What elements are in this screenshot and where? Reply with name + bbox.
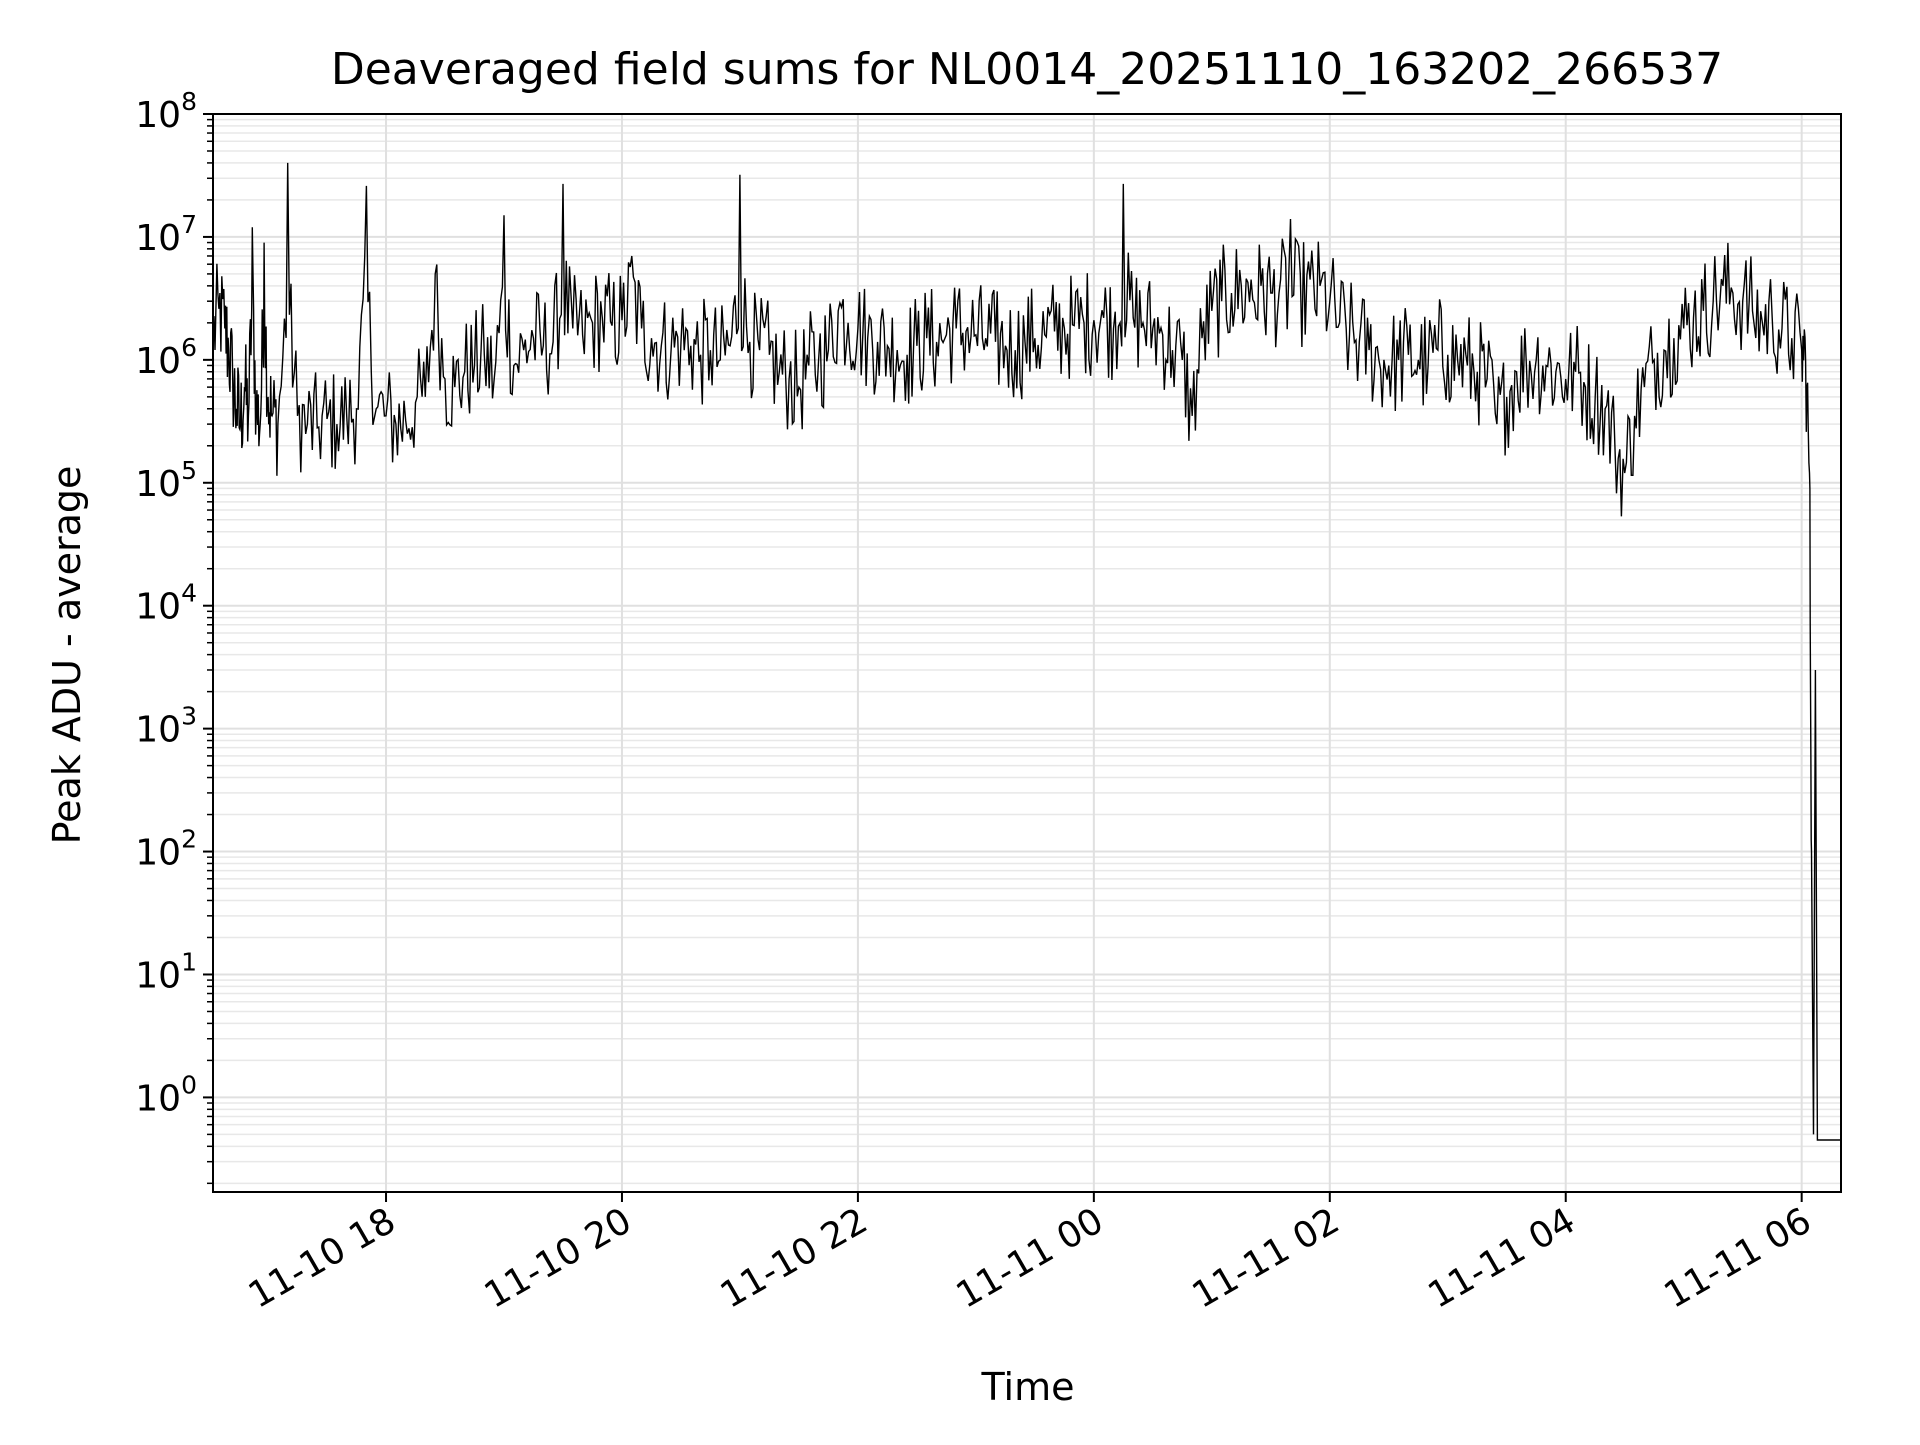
series-line <box>212 162 1841 1141</box>
y-tick-label: 104 <box>135 579 197 628</box>
y-tick-label: 101 <box>135 947 197 996</box>
y-tick-label: 107 <box>135 210 197 259</box>
y-tick-label: 102 <box>135 825 197 874</box>
y-tick-label: 105 <box>135 456 197 505</box>
y-axis-label: Peak ADU - average <box>45 466 89 845</box>
chart-title: Deaveraged field sums for NL0014_2025111… <box>331 44 1723 95</box>
y-tick-label: 108 <box>135 87 197 136</box>
plot-area <box>212 162 1841 1141</box>
y-tick-label: 100 <box>135 1070 197 1119</box>
y-tick-label: 106 <box>135 333 197 382</box>
x-axis-label: Time <box>981 1365 1075 1409</box>
plot-frame <box>212 113 1842 1193</box>
y-tick-label: 103 <box>135 702 197 751</box>
